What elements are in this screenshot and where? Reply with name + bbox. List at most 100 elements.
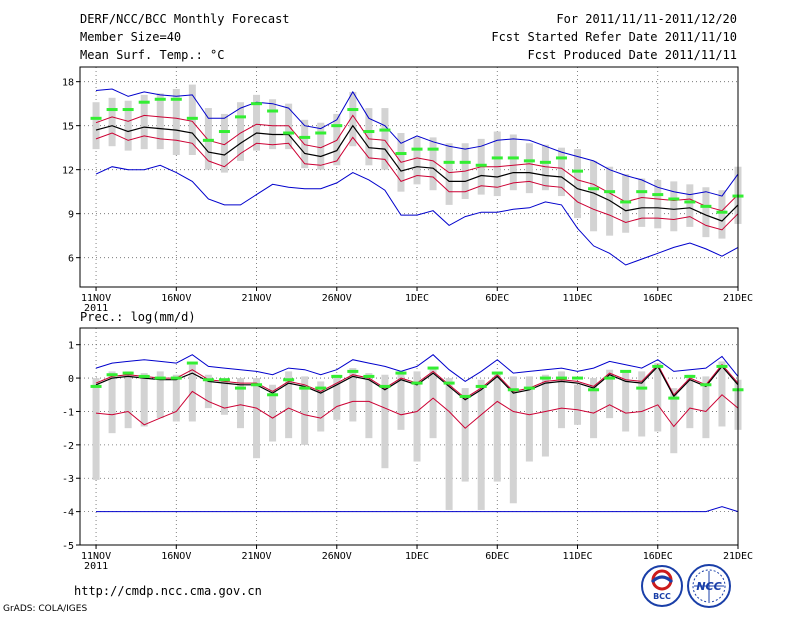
prec-observed-marker [154,376,166,380]
prec-observed-marker [652,364,664,368]
prec-spread-box [397,371,405,430]
prec-spread-box [541,374,549,457]
source-url[interactable]: http://cmdp.ncc.cma.gov.cn [74,584,262,598]
prec-x-tick-label: 21NOV [241,551,271,562]
temp-spread-box [140,94,148,150]
prec-spread-box [413,371,421,462]
temp-x-tick-label: 6DEC [485,293,509,304]
bcc-logo-text: BCC [653,592,671,601]
temp-observed-marker [154,97,166,101]
temp-spread-box [718,190,726,239]
prec-series-upper [95,354,739,383]
prec-spread-box [381,374,389,469]
temp-spread-box [108,97,116,147]
temp-observed-marker [347,108,359,112]
temp-spread-box [429,137,437,191]
prec-spread-box [172,374,180,422]
prec-spread-box [590,378,598,439]
prec-x-tick-label: 6DEC [485,551,509,562]
fcst-started-date: Fcst Started Refer Date 2011/11/10 [491,30,737,44]
temp-spread-box [638,178,646,227]
prec-spread-box [622,371,630,432]
prec-observed-marker [523,386,535,390]
temp-x-tick-label: 11DEC [562,293,592,304]
prec-observed-marker [267,393,279,397]
temp-spread-box [365,108,373,166]
prec-spread-box [156,371,164,419]
temp-observed-marker [572,169,584,173]
prec-spread-box [253,378,261,459]
temp-observed-marker [716,210,728,214]
temp-observed-marker [186,116,198,120]
prec-spread-box [445,378,453,510]
prec-spread-box [654,363,662,432]
prec-spread-box [461,388,469,482]
temp-observed-marker [636,190,648,194]
temp-spread-box [413,137,421,185]
prec-observed-marker [218,378,230,382]
temp-spread-box [574,149,582,219]
temp-spread-box [317,122,325,170]
ncc-logo-text: NCC [696,580,721,593]
prec-observed-marker [106,373,118,377]
prec-x-tick-label: 21DEC [723,551,753,562]
prec-observed-marker [636,386,648,390]
prec-observed-marker [122,371,134,375]
temp-observed-marker [202,138,214,142]
temp-observed-marker [684,200,696,204]
ncc-logo: NCC [687,564,731,608]
temp-plot-frame [79,66,739,288]
prec-observed-marker [684,374,696,378]
temp-spread-box [670,181,678,232]
prec-spread-box [349,368,357,422]
temp-observed-marker [523,159,535,163]
prec-spread-box [638,371,646,437]
temp-x-year-label: 2011 [84,303,108,314]
prec-x-tick-label: 1DEC [405,551,429,562]
prec-y-tick-label: -3 [62,474,74,485]
temp-observed-marker [283,131,295,135]
prec-plot-frame [79,327,739,546]
prec-spread-box [317,381,325,432]
temp-observed-marker [395,152,407,156]
temp-spread-box [654,179,662,229]
temperature-panel: 6 9 12 15 18 11NOV 16NOV 21NOV 26NOV 1DEC 6DEC 11DE… [62,66,753,314]
prec-spread-box [108,371,116,434]
temp-observed-marker [138,100,150,104]
temp-observed-marker [267,109,279,113]
prec-spread-box [365,373,373,439]
prec-spread-box [606,369,614,419]
prec-observed-marker [90,384,102,388]
prec-spread-box [557,371,565,429]
prec-y-tick-label: -2 [62,441,74,452]
prec-spread-box [220,378,228,415]
prec-spread-box [718,361,726,427]
prec-observed-marker [588,388,600,392]
prec-observed-marker [363,374,375,378]
temp-y-tick-label: 9 [68,210,74,221]
bcc-logo: BCC [641,565,683,607]
temp-y-tick-label: 6 [68,254,74,265]
prec-observed-marker [411,381,423,385]
temp-observed-marker [555,156,567,160]
temp-spread-box [269,99,277,150]
temp-spread-box [172,89,180,155]
prec-observed-marker [555,376,567,380]
temp-x-tick-label: 11NOV [81,293,111,304]
prec-spread-box [477,379,485,510]
prec-spread-box [574,384,582,425]
temp-spread-box [253,94,261,151]
prec-spread-box [301,376,309,445]
temp-observed-marker [122,108,134,112]
temp-spread-box [590,160,598,232]
temp-observed-marker [234,115,246,119]
prec-observed-marker [668,396,680,400]
prec-observed-marker [700,383,712,387]
prec-spread-box [686,374,694,429]
prec-observed-marker [331,374,343,378]
temp-spread-box [541,144,549,191]
prec-spread-box [124,371,132,429]
prec-spread-box [188,364,196,422]
temp-observed-marker [443,160,455,164]
prec-spread-box [140,373,148,427]
